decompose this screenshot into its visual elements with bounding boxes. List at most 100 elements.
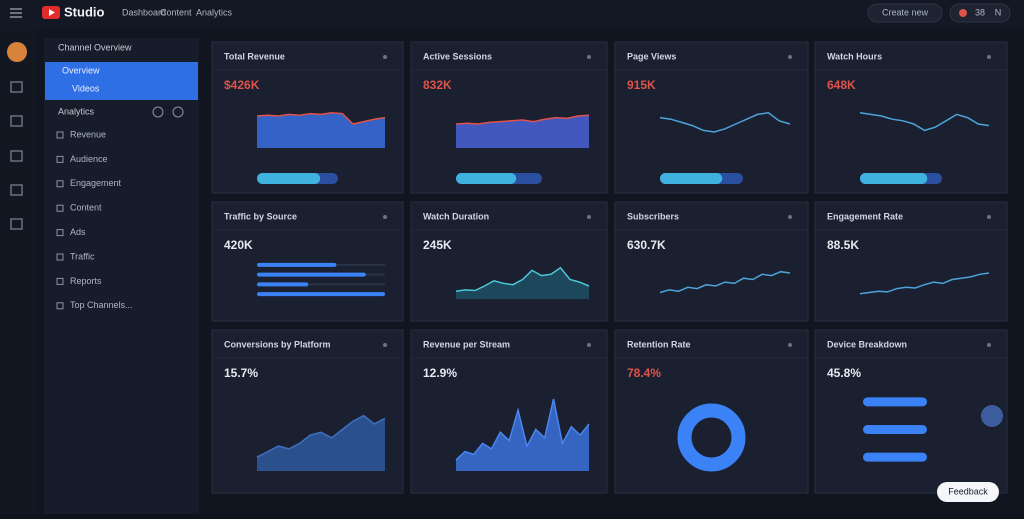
bar-track — [257, 283, 385, 286]
sidebar-item-icon — [56, 277, 64, 285]
sidebar-item[interactable]: Ads — [70, 227, 86, 237]
card-title: Page Views — [627, 51, 676, 61]
sidebar-item[interactable]: Content — [70, 203, 102, 213]
card-title: Total Revenue — [224, 51, 285, 61]
card-metric: $426K — [224, 78, 260, 92]
sidebar-item-icon — [56, 131, 64, 139]
menu-icon[interactable] — [10, 8, 22, 18]
card-menu[interactable] — [987, 343, 991, 347]
rail-icon[interactable] — [10, 150, 23, 162]
rail-icon[interactable] — [10, 81, 23, 93]
line — [859, 272, 990, 295]
card-menu[interactable] — [788, 55, 792, 59]
progress — [660, 173, 723, 184]
area — [456, 399, 589, 471]
card-title: Subscribers — [627, 211, 679, 221]
card-menu[interactable] — [383, 55, 387, 59]
card-title: Traffic by Source — [224, 211, 297, 221]
card — [211, 201, 404, 322]
feedback-button[interactable] — [937, 482, 999, 502]
sidebar-section: Channel Overview — [58, 42, 132, 52]
card-title: Device Breakdown — [827, 339, 907, 349]
sidebar-icon[interactable] — [172, 106, 184, 118]
card-metric: 12.9% — [423, 366, 457, 380]
sidebar-icon[interactable] — [152, 106, 164, 118]
sidebar-group: Analytics — [58, 106, 95, 116]
card-menu[interactable] — [788, 215, 792, 219]
card-metric: 78.4% — [627, 366, 661, 380]
avatar[interactable] — [7, 42, 27, 62]
rail-icon[interactable] — [10, 115, 23, 127]
sidebar-item[interactable]: Traffic — [70, 251, 95, 261]
card — [814, 201, 1008, 322]
nav-link[interactable]: Analytics — [196, 7, 233, 17]
progress — [257, 173, 321, 184]
sidebar-item-icon — [56, 204, 64, 212]
line — [455, 266, 590, 292]
progress — [860, 173, 928, 184]
bar — [863, 425, 927, 434]
sidebar-item[interactable]: Top Channels... — [70, 300, 133, 310]
card-menu[interactable] — [587, 55, 591, 59]
area — [257, 415, 385, 471]
top-bar — [0, 0, 1024, 28]
notification-count: 38 — [975, 7, 985, 17]
area — [456, 115, 589, 148]
account-initial: N — [995, 7, 1002, 17]
card-metric: 45.8% — [827, 366, 861, 380]
rail-icon[interactable] — [10, 184, 23, 196]
card-metric: 245K — [423, 238, 452, 252]
card-title: Revenue per Stream — [423, 339, 510, 349]
card — [410, 201, 608, 322]
line — [659, 112, 791, 133]
rail-icon[interactable] — [10, 218, 23, 230]
card-menu[interactable] — [987, 55, 991, 59]
card-metric: 832K — [423, 78, 452, 92]
sidebar — [44, 38, 199, 514]
card-menu[interactable] — [587, 215, 591, 219]
bar — [863, 397, 927, 407]
card-title: Engagement Rate — [827, 211, 903, 221]
card-menu[interactable] — [383, 343, 387, 347]
card — [614, 201, 809, 322]
sidebar-item[interactable]: Reports — [70, 276, 102, 286]
account-pill[interactable] — [949, 3, 1011, 23]
line — [256, 112, 386, 125]
sidebar-active-item[interactable]: Overview — [62, 65, 100, 75]
sidebar-item-icon — [56, 155, 64, 163]
create-button[interactable] — [867, 3, 943, 23]
sidebar-item-icon — [56, 229, 64, 237]
donut — [677, 403, 746, 472]
area — [257, 112, 385, 148]
card-menu[interactable] — [987, 215, 991, 219]
card-metric: 15.7% — [224, 366, 258, 380]
line — [659, 270, 791, 294]
card-menu[interactable] — [587, 343, 591, 347]
line — [256, 414, 386, 458]
card-title: Watch Duration — [423, 211, 489, 221]
nav-link[interactable]: Content — [160, 7, 192, 17]
rail-icons — [10, 81, 23, 230]
bar — [257, 272, 366, 277]
fab[interactable] — [981, 405, 1003, 427]
sidebar-item[interactable]: Revenue — [70, 129, 106, 139]
sidebar-item[interactable]: Engagement — [70, 178, 122, 188]
nav-link[interactable]: Dashboard — [122, 7, 166, 17]
sidebar-active[interactable] — [45, 62, 198, 100]
card — [814, 41, 1008, 194]
card-menu[interactable] — [788, 343, 792, 347]
card-metric: 915K — [627, 78, 656, 92]
line — [455, 398, 590, 461]
sidebar-item[interactable]: Audience — [70, 154, 108, 164]
card-menu[interactable] — [383, 215, 387, 219]
notification-dot — [959, 9, 967, 17]
card-metric: 88.5K — [827, 238, 859, 252]
bar — [257, 262, 337, 267]
sidebar-active-item[interactable]: Videos — [72, 83, 100, 93]
logo-play — [49, 9, 55, 16]
card-title: Active Sessions — [423, 51, 492, 61]
line — [859, 112, 990, 132]
bar — [863, 452, 927, 462]
brand: Studio — [64, 4, 104, 19]
